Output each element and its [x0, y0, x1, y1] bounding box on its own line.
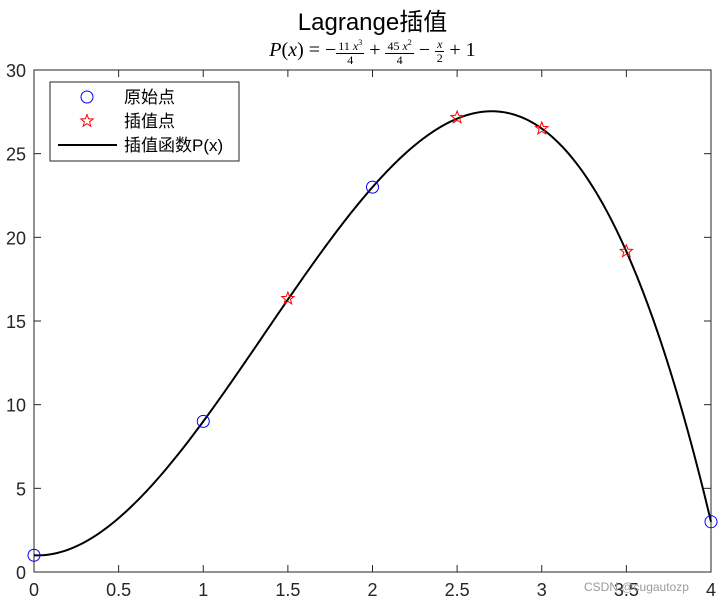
- x-tick-label: 0: [29, 580, 39, 600]
- watermark: CSDN @cugautozp: [584, 580, 689, 594]
- original-point-circle-icon: [704, 515, 718, 529]
- x-tick-label: 1.5: [275, 580, 300, 600]
- interpolated-point-star-icon: [534, 120, 550, 135]
- interpolated-point-star-icon: [618, 243, 634, 258]
- legend-star-icon: [79, 113, 95, 128]
- original-point-circle-icon: [366, 180, 379, 194]
- original-point-circle-icon: [27, 548, 41, 562]
- x-tick-label: 3.5: [614, 580, 639, 600]
- y-tick-label: 10: [6, 396, 26, 416]
- x-tick-label: 2.5: [445, 580, 470, 600]
- y-tick-label: 30: [6, 61, 26, 81]
- interpolated-point-star-icon: [280, 290, 296, 305]
- legend-circle-icon: [80, 90, 94, 104]
- legend-label: 插值点: [124, 112, 175, 131]
- x-tick-label: 0.5: [106, 580, 131, 600]
- chart-title: Lagrange插值: [297, 9, 448, 36]
- interpolated-point-star-icon: [449, 109, 465, 124]
- y-tick-label: 15: [6, 312, 26, 332]
- original-point-circle-icon: [196, 414, 210, 428]
- legend-label: 原始点: [124, 88, 175, 107]
- interpolation-curve: [33, 110, 712, 557]
- x-tick-label: 4: [706, 580, 716, 600]
- legend-label: 插值函数P(x): [124, 136, 223, 155]
- x-tick-label: 2: [367, 580, 377, 600]
- x-tick-label: 3: [537, 580, 547, 600]
- y-tick-label: 25: [6, 145, 26, 165]
- x-tick-label: 1: [198, 580, 208, 600]
- y-tick-label: 0: [16, 563, 26, 583]
- y-tick-label: 20: [6, 228, 26, 248]
- y-tick-label: 5: [16, 479, 26, 499]
